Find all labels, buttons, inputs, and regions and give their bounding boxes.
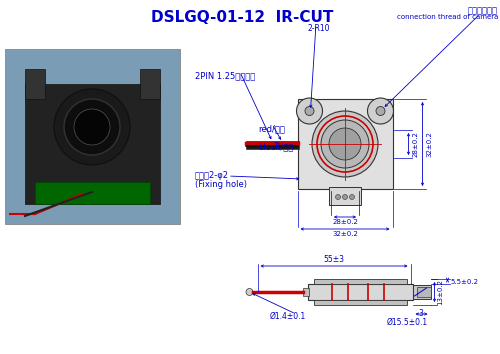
Text: Ø15.5±0.1: Ø15.5±0.1	[387, 318, 428, 327]
Circle shape	[305, 107, 314, 115]
Bar	[140, 69, 160, 99]
Circle shape	[296, 98, 322, 124]
Circle shape	[54, 89, 130, 165]
Circle shape	[321, 120, 369, 168]
Text: 28±0.2: 28±0.2	[412, 131, 418, 157]
Text: DSLGQ-01-12  IR-CUT: DSLGQ-01-12 IR-CUT	[151, 10, 333, 25]
Circle shape	[329, 128, 361, 160]
Text: 5.5±0.2: 5.5±0.2	[450, 279, 478, 285]
Circle shape	[376, 107, 385, 115]
Bar	[35, 182, 150, 204]
Text: 32±0.2: 32±0.2	[332, 231, 358, 237]
Text: (Fixing hole): (Fixing hole)	[195, 180, 247, 189]
Bar	[412, 285, 430, 299]
Bar	[25, 84, 160, 204]
Text: 2PIN 1.25間距端子: 2PIN 1.25間距端子	[195, 71, 256, 80]
Text: red/紅線: red/紅線	[258, 124, 285, 133]
Bar	[416, 287, 430, 297]
Bar	[298, 99, 392, 189]
Bar	[308, 284, 412, 300]
Text: black/黑線: black/黑線	[258, 142, 293, 151]
Circle shape	[350, 194, 354, 200]
Text: connection thread of camera: connection thread of camera	[396, 14, 498, 20]
Text: 32±0.2: 32±0.2	[426, 131, 432, 157]
Circle shape	[246, 289, 253, 296]
Bar	[246, 141, 298, 149]
Bar	[314, 279, 406, 284]
Text: 13±0.2: 13±0.2	[438, 279, 444, 305]
Text: 2-R10: 2-R10	[308, 24, 330, 33]
Circle shape	[342, 194, 347, 200]
Bar	[302, 288, 308, 296]
Text: 固定孔2-φ2: 固定孔2-φ2	[195, 171, 229, 180]
Text: 55±3: 55±3	[324, 255, 344, 264]
Bar	[25, 69, 45, 99]
Bar	[5, 49, 180, 224]
Text: 28±0.2: 28±0.2	[332, 219, 358, 225]
Text: 鏡頭接駁螺紋: 鏡頭接駁螺紋	[468, 6, 498, 15]
Text: Ø1.4±0.1: Ø1.4±0.1	[270, 312, 306, 320]
Circle shape	[74, 109, 110, 145]
Circle shape	[336, 194, 340, 200]
Circle shape	[64, 99, 120, 155]
Bar	[329, 187, 361, 205]
Text: 3: 3	[418, 309, 423, 318]
Circle shape	[312, 111, 378, 177]
Circle shape	[368, 98, 394, 124]
Bar	[314, 300, 406, 305]
